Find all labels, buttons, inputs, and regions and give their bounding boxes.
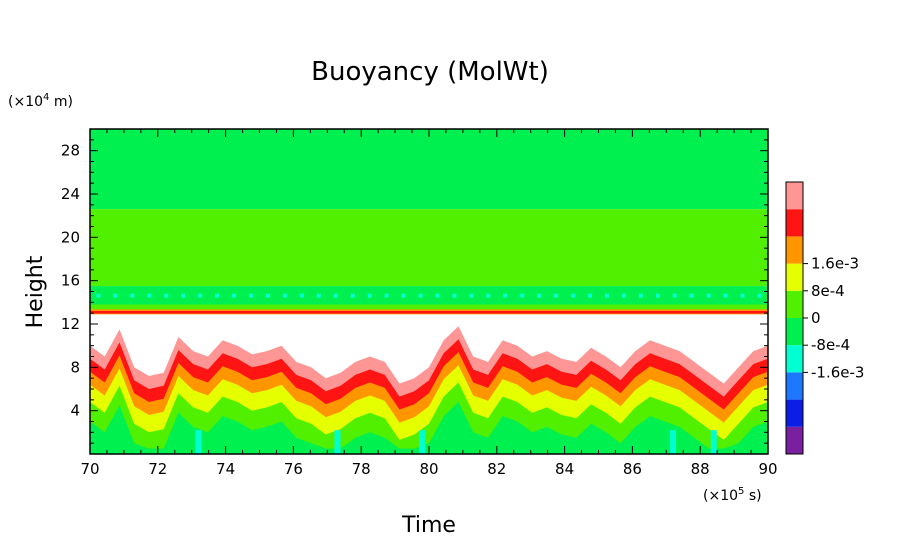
y-axis-multiplier: (×104 m) [8, 92, 73, 110]
upper-speckle [249, 293, 254, 298]
upper-speckle [655, 293, 660, 298]
upper-speckle [181, 293, 186, 298]
contour-field [90, 129, 768, 454]
upper-speckle [96, 293, 101, 298]
upper-speckle [215, 293, 220, 298]
upper-speckle [621, 293, 626, 298]
upper-speckle [672, 293, 677, 298]
upper-speckle [571, 293, 576, 298]
colorbar: 1.6e-3 8e-4 0 -8e-4 -1.6e-3 [785, 181, 864, 455]
upper-speckle [469, 293, 474, 298]
x-tick-label: 78 [352, 460, 371, 478]
upper-speckle [299, 293, 304, 298]
upper-speckle [333, 293, 338, 298]
y-tick-label: 20 [61, 228, 80, 246]
upper-speckle [503, 293, 508, 298]
x-tick-label: 74 [216, 460, 235, 478]
upper-speckle [706, 293, 711, 298]
colorbar-swatch [786, 263, 803, 291]
x-tick-label: 76 [284, 460, 303, 478]
upper-speckle [350, 293, 355, 298]
upper-speckle [486, 293, 491, 298]
upper-speckle [418, 293, 423, 298]
layer-green [90, 402, 768, 454]
colorbar-tick-label: -1.6e-3 [811, 363, 864, 381]
upper-speckle [198, 293, 203, 298]
upper-band-2 [90, 286, 768, 305]
x-tick-label: 84 [555, 460, 574, 478]
x-tick-label: 80 [419, 460, 438, 478]
colorbar-tick-label: -8e-4 [811, 336, 850, 354]
upper-speckle [164, 293, 169, 298]
surface-cyan-patch [195, 430, 202, 454]
upper-speckle [367, 293, 372, 298]
colorbar-swatch [786, 399, 803, 427]
upper-speckle [689, 293, 694, 298]
upper-speckle [588, 293, 593, 298]
x-tick-label: 86 [623, 460, 642, 478]
upper-speckle [520, 293, 525, 298]
upper-speckle [740, 293, 745, 298]
upper-speckle [232, 293, 237, 298]
x-axis-label: Time [401, 513, 456, 538]
y-tick-label: 16 [61, 272, 80, 290]
x-tick-label: 88 [691, 460, 710, 478]
colorbar-swatch [786, 236, 803, 264]
upper-speckle [147, 293, 152, 298]
surface-cyan-patch [710, 430, 717, 454]
colorbar-tick-label: 0 [811, 309, 821, 327]
upper-speckle [554, 293, 559, 298]
upper-speckle [757, 293, 762, 298]
upper-speckle [316, 293, 321, 298]
y-axis-ticks: 4 8 12 16 20 24 28 [61, 139, 768, 444]
upper-speckle [638, 293, 643, 298]
upper-speckle [452, 293, 457, 298]
upper-speckle [130, 293, 135, 298]
upper-speckle [282, 293, 287, 298]
colorbar-swatch [786, 426, 803, 454]
x-tick-label: 70 [80, 460, 99, 478]
x-tick-label: 90 [758, 460, 777, 478]
colorbar-swatch [786, 318, 803, 346]
y-tick-label: 8 [70, 358, 80, 376]
upper-speckle [537, 293, 542, 298]
upper-speckle [435, 293, 440, 298]
surface-cyan-patch [419, 430, 426, 454]
surface-cyan-patch [670, 430, 677, 454]
colorbar-swatch [786, 182, 803, 210]
y-tick-label: 24 [61, 185, 80, 203]
y-tick-label: 4 [70, 402, 80, 420]
colorbar-swatch [786, 372, 803, 400]
x-tick-label: 72 [148, 460, 167, 478]
tropopause-line [90, 311, 768, 314]
upper-band-3 [90, 304, 768, 313]
x-axis-ticks: 70 72 74 76 78 80 82 84 86 88 90 [80, 129, 778, 478]
upper-speckle [113, 293, 118, 298]
y-tick-label: 28 [61, 142, 80, 160]
colorbar-tick-label: 1.6e-3 [811, 255, 859, 273]
upper-band-0 [90, 129, 768, 210]
colorbar-swatch [786, 345, 803, 373]
surface-cyan-patch [334, 430, 341, 454]
y-tick-label: 12 [61, 315, 80, 333]
colorbar-tick-label: 8e-4 [811, 282, 845, 300]
upper-band-1 [90, 209, 768, 287]
colorbar-swatch [786, 209, 803, 237]
chart-title: Buoyancy (MolWt) [311, 57, 549, 87]
upper-speckle [384, 293, 389, 298]
colorbar-swatch [786, 290, 803, 318]
upper-speckle [265, 293, 270, 298]
x-axis-multiplier: (×105 s) [703, 486, 762, 504]
upper-speckle [723, 293, 728, 298]
y-axis-label: Height [23, 255, 48, 328]
upper-speckle [401, 293, 406, 298]
upper-speckle [604, 293, 609, 298]
x-tick-label: 82 [487, 460, 506, 478]
